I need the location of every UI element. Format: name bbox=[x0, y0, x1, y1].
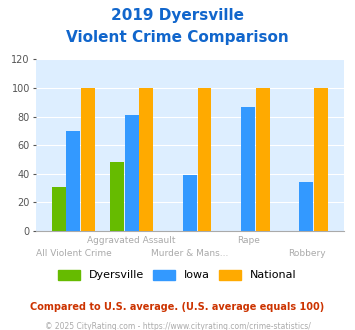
Bar bbox=[241, 107, 255, 231]
Text: All Violent Crime: All Violent Crime bbox=[36, 249, 111, 258]
Bar bbox=[52, 187, 66, 231]
Bar bbox=[81, 88, 95, 231]
Text: Rape: Rape bbox=[237, 236, 260, 245]
Text: 2019 Dyersville: 2019 Dyersville bbox=[111, 8, 244, 23]
Text: Aggravated Assault: Aggravated Assault bbox=[87, 236, 176, 245]
Text: Murder & Mans...: Murder & Mans... bbox=[151, 249, 229, 258]
Text: © 2025 CityRating.com - https://www.cityrating.com/crime-statistics/: © 2025 CityRating.com - https://www.city… bbox=[45, 322, 310, 330]
Text: Violent Crime Comparison: Violent Crime Comparison bbox=[66, 30, 289, 45]
Bar bbox=[256, 88, 270, 231]
Bar bbox=[300, 182, 313, 231]
Bar bbox=[125, 115, 139, 231]
Text: Robbery: Robbery bbox=[288, 249, 325, 258]
Text: Compared to U.S. average. (U.S. average equals 100): Compared to U.S. average. (U.S. average … bbox=[31, 302, 324, 312]
Bar bbox=[66, 131, 80, 231]
Bar bbox=[197, 88, 212, 231]
Bar bbox=[314, 88, 328, 231]
Legend: Dyersville, Iowa, National: Dyersville, Iowa, National bbox=[55, 266, 300, 284]
Bar bbox=[110, 162, 124, 231]
Bar bbox=[183, 175, 197, 231]
Bar bbox=[139, 88, 153, 231]
